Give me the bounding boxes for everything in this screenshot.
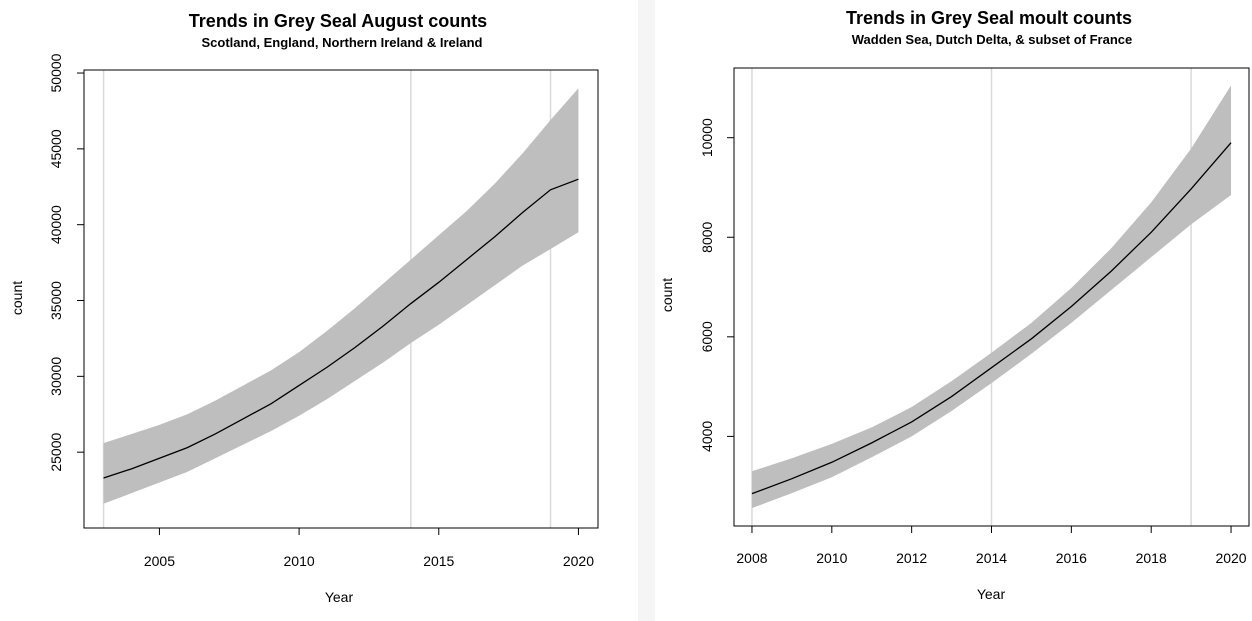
chart-august-counts: Trends in Grey Seal August counts Scotla…: [9, 11, 599, 605]
y-tick-label: 40000: [48, 205, 64, 244]
x-tick-label: 2012: [896, 550, 927, 566]
y-axis: 25000 30000 35000 40000 45000 50000: [48, 53, 84, 472]
x-axis-label: Year: [977, 586, 1006, 602]
y-tick-label: 4000: [699, 421, 715, 452]
y-tick-label: 10000: [699, 118, 715, 157]
trend-line: [103, 178, 579, 479]
panel-divider: [638, 0, 655, 621]
x-axis: 2005 2010 2015 2020: [144, 528, 594, 569]
y-axis-label: count: [659, 278, 675, 312]
x-tick-label: 2010: [816, 550, 847, 566]
y-tick-label: 35000: [48, 281, 64, 320]
y-tick-label: 25000: [48, 432, 64, 471]
chart-moult-counts: Trends in Grey Seal moult counts Wadden …: [659, 8, 1250, 602]
y-axis: 4000 6000 8000 10000: [699, 118, 734, 452]
confidence-band: [103, 88, 579, 504]
confidence-band: [751, 85, 1232, 509]
x-tick-label: 2005: [144, 553, 175, 569]
x-tick-label: 2010: [284, 553, 315, 569]
y-tick-label: 30000: [48, 357, 64, 396]
plot-frame: [83, 69, 599, 529]
x-axis: 2008 2010 2012 2014 2016 2018 2020: [736, 526, 1247, 566]
y-tick-label: 8000: [699, 221, 715, 252]
x-tick-label: 2020: [1215, 550, 1246, 566]
y-tick-label: 6000: [699, 321, 715, 352]
x-tick-label: 2020: [563, 553, 594, 569]
plot-area: [83, 69, 599, 529]
x-tick-label: 2014: [976, 550, 1007, 566]
y-tick-label: 50000: [48, 53, 64, 92]
y-tick-label: 45000: [48, 129, 64, 168]
x-tick-label: 2018: [1136, 550, 1167, 566]
x-tick-label: 2008: [736, 550, 767, 566]
chart-title: Trends in Grey Seal moult counts: [846, 8, 1132, 28]
x-axis-label: Year: [325, 589, 354, 605]
chart-subtitle: Wadden Sea, Dutch Delta, & subset of Fra…: [852, 32, 1133, 47]
chart-subtitle: Scotland, England, Northern Ireland & Ir…: [202, 35, 483, 50]
x-tick-label: 2016: [1056, 550, 1087, 566]
chart-panel-right: Trends in Grey Seal moult counts Wadden …: [655, 0, 1252, 621]
x-tick-label: 2015: [423, 553, 454, 569]
y-axis-label: count: [9, 281, 25, 315]
chart-panel-left: Trends in Grey Seal August counts Scotla…: [9, 11, 599, 605]
chart-title: Trends in Grey Seal August counts: [189, 11, 487, 31]
plot-area: [733, 67, 1250, 527]
